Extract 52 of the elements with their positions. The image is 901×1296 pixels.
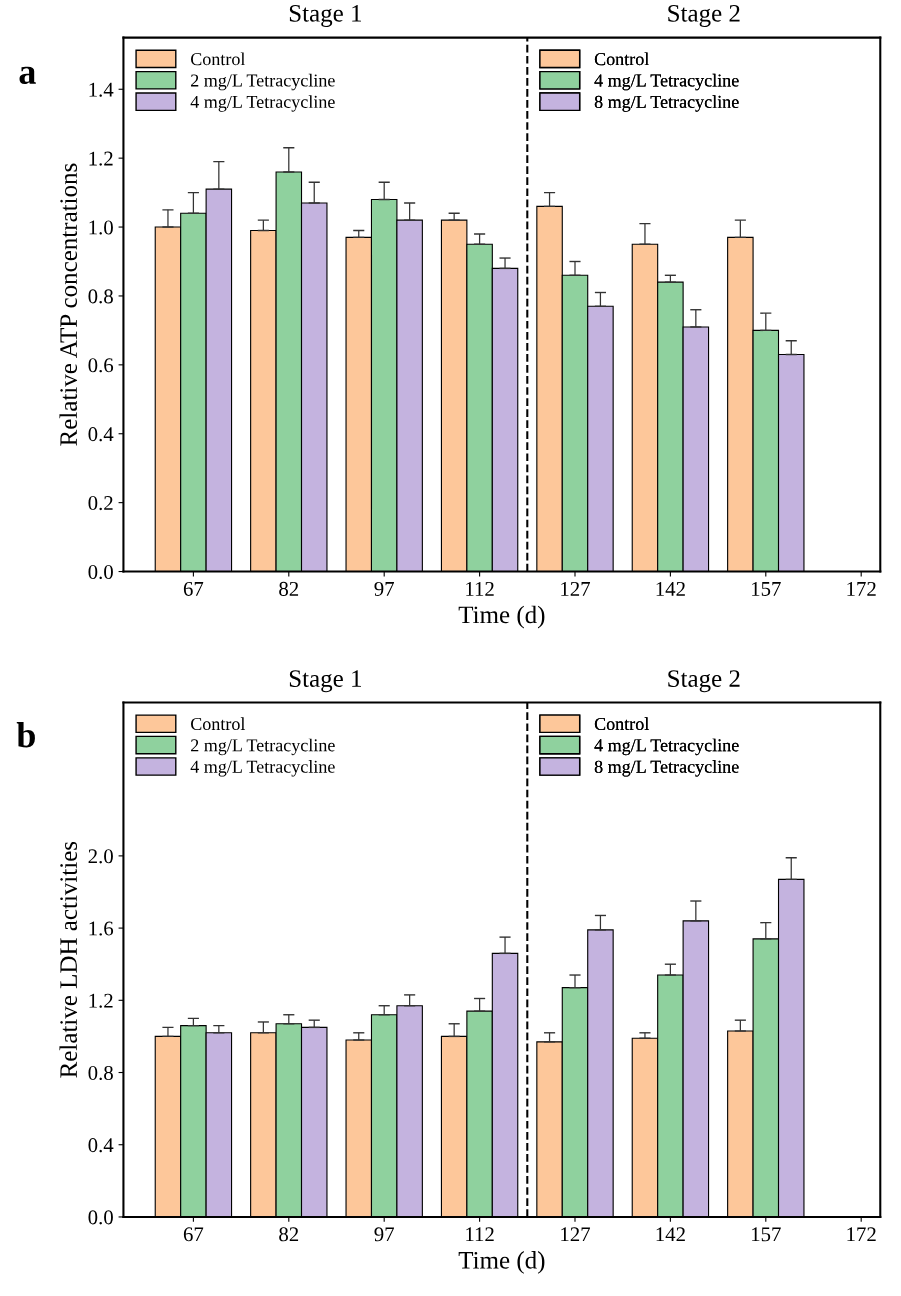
y-tick-label: 0.0: [88, 1210, 113, 1225]
y-axis-title: Relative ATP concentrations: [59, 163, 78, 446]
y-tick-label: 0.6: [88, 358, 114, 373]
x-tick-label: 67: [183, 581, 204, 596]
y-axis-title: Relative LDH activities: [59, 841, 78, 1078]
y-tick-label: 0.4: [88, 1138, 114, 1153]
legend-label: 4 mg/L Tetracycline: [190, 95, 335, 112]
text: Stage 1: [289, 4, 362, 27]
text: Stage 2: [668, 670, 740, 693]
y-tick-label: 2.0: [88, 849, 113, 864]
legend-label: Control: [190, 52, 246, 66]
y-tick-label: 0.2: [88, 496, 113, 511]
x-tick-label: 142: [656, 581, 685, 596]
x-tick-label: 142: [656, 1227, 685, 1242]
x-tick-label: 82: [279, 581, 299, 596]
x-tick-label: 97: [374, 581, 395, 596]
y-tick-label: 1.2: [89, 151, 113, 166]
x-tick-label: 67: [183, 1227, 204, 1242]
y-tick-label: 1.2: [89, 993, 113, 1008]
x-tick-label: 172: [847, 581, 876, 596]
legend-label: 2 mg/L Tetracycline: [191, 738, 335, 756]
text: b: [16, 722, 35, 748]
legend-label: Control: [594, 717, 649, 731]
legend-label: Control: [190, 717, 246, 731]
x-tick-label: 157: [752, 581, 781, 596]
x-tick-label: 127: [561, 1227, 591, 1242]
x-tick-label: 97: [374, 1227, 395, 1242]
x-tick-label: 157: [752, 1227, 781, 1242]
x-axis-title: Time (d): [458, 1251, 545, 1274]
legend-label: 4 mg/L Tetracycline: [594, 73, 739, 91]
y-tick-label: 1.4: [89, 82, 114, 97]
x-tick-label: 112: [466, 581, 494, 596]
legend-label: Control: [594, 52, 649, 66]
legend-label: 4 mg/L Tetracycline: [190, 760, 335, 777]
legend-label: 4 mg/L Tetracycline: [594, 738, 739, 756]
legend-label: 8 mg/L Tetracycline: [594, 760, 739, 777]
text: Stage 1: [289, 670, 362, 693]
y-tick-label: 0.4: [88, 427, 114, 442]
legend-label: 8 mg/L Tetracycline: [594, 95, 739, 112]
x-tick-label: 82: [279, 1227, 299, 1242]
text: Stage 2: [668, 4, 740, 27]
x-tick-label: 127: [561, 581, 591, 596]
text: a: [19, 66, 36, 84]
legend-label: 2 mg/L Tetracycline: [191, 73, 335, 91]
y-tick-label: 0.8: [88, 289, 113, 304]
x-tick-label: 112: [466, 1227, 494, 1242]
x-tick-label: 172: [847, 1227, 876, 1242]
x-axis-title: Time (d): [458, 605, 545, 629]
y-tick-label: 1.6: [89, 921, 114, 936]
y-tick-label: 0.8: [88, 1065, 113, 1081]
y-tick-label: 1.0: [89, 220, 113, 235]
y-tick-label: 0.0: [88, 564, 113, 580]
